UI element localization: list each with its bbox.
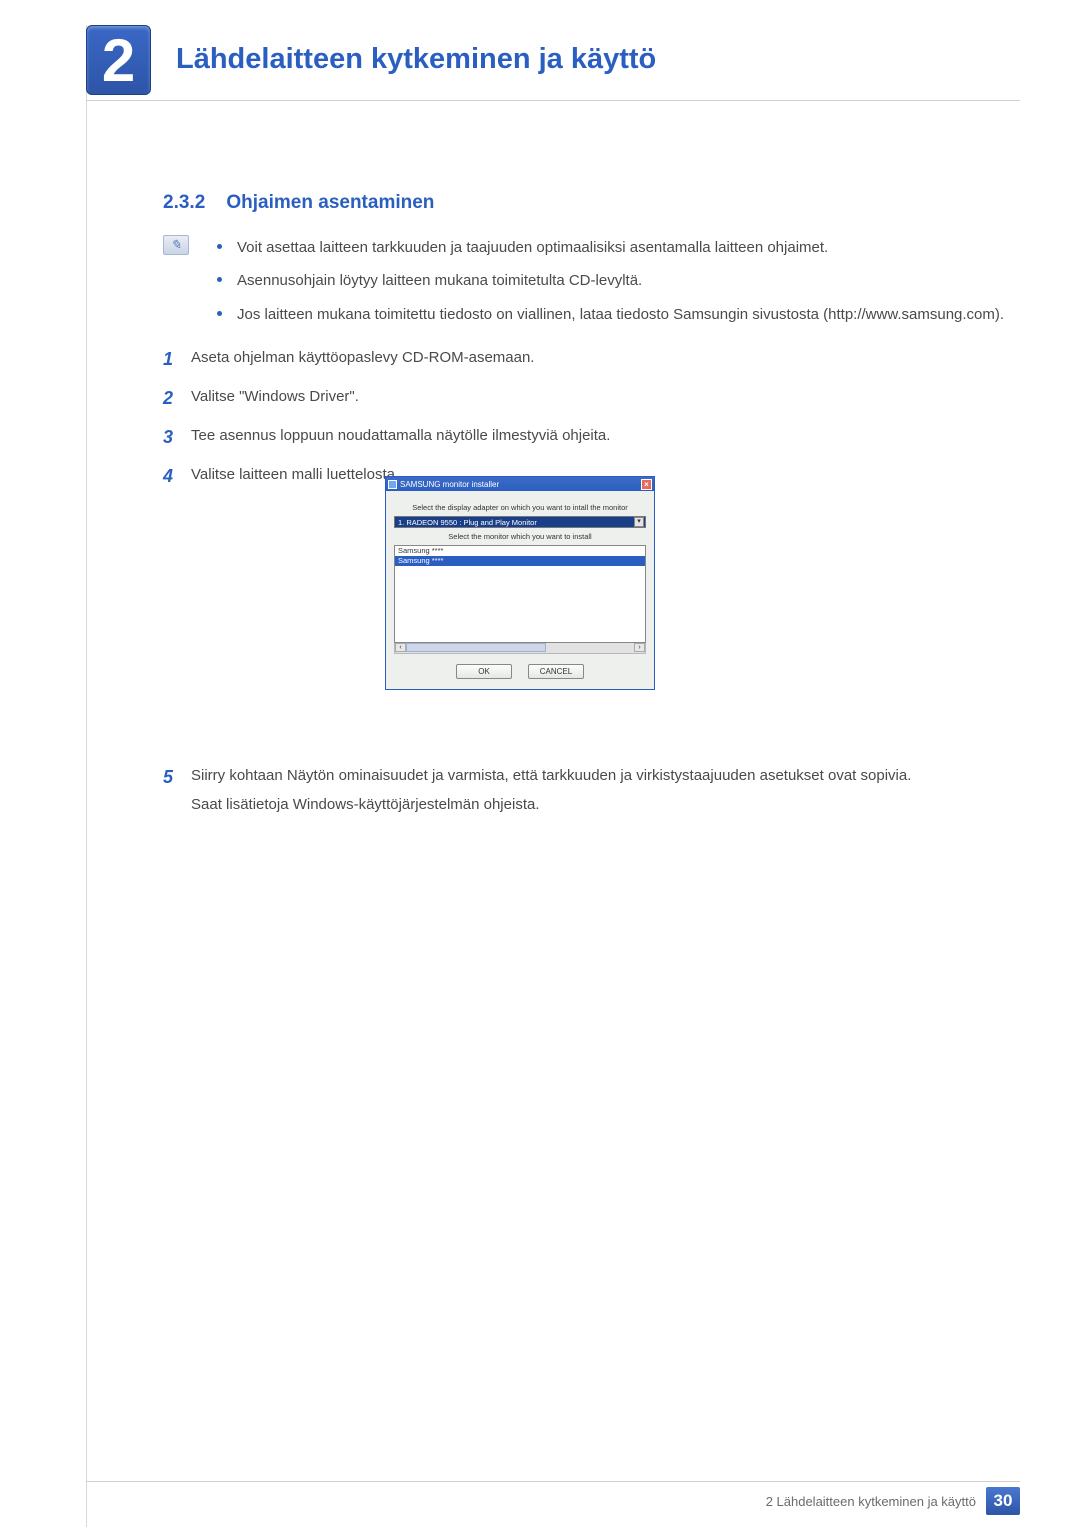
scroll-right-icon[interactable]: › <box>634 643 645 652</box>
step-line: Saat lisätietoja Windows-käyttöjärjestel… <box>191 793 1010 816</box>
footer-rule <box>86 1481 1020 1482</box>
dialog-body: Select the display adapter on which you … <box>386 491 654 689</box>
step-number: 4 <box>163 463 191 491</box>
step-item: 1 Aseta ohjelman käyttöopaslevy CD-ROM-a… <box>163 346 1010 374</box>
step-number: 1 <box>163 346 191 374</box>
step-text: Aseta ohjelman käyttöopaslevy CD-ROM-ase… <box>191 346 1010 374</box>
app-icon <box>388 480 397 489</box>
adapter-label: Select the display adapter on which you … <box>394 503 646 512</box>
dialog-titlebar[interactable]: SAMSUNG monitor installer × <box>386 477 654 491</box>
step-text: Siirry kohtaan Näytön ominaisuudet ja va… <box>191 764 1010 823</box>
monitor-listbox[interactable]: Samsung **** Samsung **** <box>394 545 646 643</box>
section-heading: 2.3.2 Ohjaimen asentaminen <box>163 192 434 214</box>
section-number: 2.3.2 <box>163 192 205 213</box>
note-bullet: Asennusohjain löytyy laitteen mukana toi… <box>215 269 1010 292</box>
chevron-down-icon[interactable]: ▾ <box>634 517 644 527</box>
note-bullet: Jos laitteen mukana toimitettu tiedosto … <box>215 303 1010 326</box>
step-item: 5 Siirry kohtaan Näytön ominaisuudet ja … <box>163 764 1010 823</box>
left-rule <box>86 25 87 1527</box>
installer-dialog: SAMSUNG monitor installer × Select the d… <box>385 476 655 690</box>
note-icon: ✎ <box>163 235 189 255</box>
step-item: 3 Tee asennus loppuun noudattamalla näyt… <box>163 424 1010 452</box>
page-footer: 2 Lähdelaitteen kytkeminen ja käyttö 30 <box>766 1487 1020 1515</box>
adapter-combobox[interactable]: 1. RADEON 9550 : Plug and Play Monitor ▾ <box>394 516 646 528</box>
dialog-title-text: SAMSUNG monitor installer <box>400 480 499 489</box>
step-text: Valitse "Windows Driver". <box>191 385 1010 413</box>
note-bullet: Voit asettaa laitteen tarkkuuden ja taaj… <box>215 236 1010 259</box>
cancel-button[interactable]: CANCEL <box>528 664 584 679</box>
list-item[interactable]: Samsung **** <box>395 546 645 556</box>
step-item: 2 Valitse "Windows Driver". <box>163 385 1010 413</box>
footer-text: 2 Lähdelaitteen kytkeminen ja käyttö <box>766 1494 976 1509</box>
section-title: Ohjaimen asentaminen <box>226 192 434 213</box>
note-bullet-list: Voit asettaa laitteen tarkkuuden ja taaj… <box>215 236 1010 336</box>
monitor-label: Select the monitor which you want to ins… <box>394 532 646 541</box>
step-text: Tee asennus loppuun noudattamalla näytöl… <box>191 424 1010 452</box>
chapter-title: Lähdelaitteen kytkeminen ja käyttö <box>176 43 656 76</box>
ok-button[interactable]: OK <box>456 664 512 679</box>
chapter-header: 2 Lähdelaitteen kytkeminen ja käyttö <box>86 25 1020 95</box>
step-line: Siirry kohtaan Näytön ominaisuudet ja va… <box>191 764 1010 787</box>
step-number: 3 <box>163 424 191 452</box>
step-number: 5 <box>163 764 191 823</box>
scroll-left-icon[interactable]: ‹ <box>395 643 406 652</box>
horizontal-scrollbar[interactable]: ‹ › <box>394 643 646 654</box>
adapter-selected-value: 1. RADEON 9550 : Plug and Play Monitor <box>398 518 537 527</box>
dialog-button-row: OK CANCEL <box>394 664 646 679</box>
page-number-badge: 30 <box>986 1487 1020 1515</box>
list-item[interactable]: Samsung **** <box>395 556 645 566</box>
page: 2 Lähdelaitteen kytkeminen ja käyttö 2.3… <box>0 0 1080 1527</box>
chapter-number-badge: 2 <box>86 25 151 95</box>
steps-list-continued: 5 Siirry kohtaan Näytön ominaisuudet ja … <box>163 764 1010 834</box>
scrollbar-thumb[interactable] <box>406 643 546 652</box>
step-number: 2 <box>163 385 191 413</box>
header-rule <box>86 100 1020 101</box>
close-icon[interactable]: × <box>641 479 652 490</box>
